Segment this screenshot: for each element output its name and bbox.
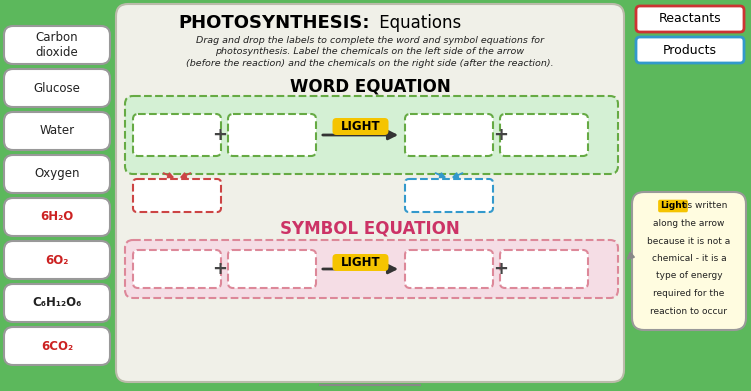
FancyBboxPatch shape	[4, 112, 110, 150]
Text: 6CO₂: 6CO₂	[41, 339, 73, 353]
Text: is written: is written	[683, 201, 728, 210]
Text: Water: Water	[40, 124, 74, 138]
FancyBboxPatch shape	[333, 118, 388, 135]
FancyBboxPatch shape	[405, 250, 493, 288]
Text: Reactants: Reactants	[659, 13, 721, 25]
Text: Products: Products	[663, 43, 717, 57]
Text: type of energy: type of energy	[656, 271, 722, 280]
FancyBboxPatch shape	[4, 155, 110, 193]
FancyBboxPatch shape	[133, 114, 221, 156]
Text: because it is not a: because it is not a	[647, 237, 731, 246]
FancyBboxPatch shape	[133, 250, 221, 288]
FancyBboxPatch shape	[632, 192, 746, 330]
FancyBboxPatch shape	[4, 241, 110, 279]
Text: LIGHT: LIGHT	[341, 120, 380, 133]
Text: +: +	[213, 126, 228, 144]
FancyBboxPatch shape	[125, 96, 618, 174]
FancyBboxPatch shape	[4, 69, 110, 107]
Text: Equations: Equations	[374, 14, 461, 32]
FancyBboxPatch shape	[228, 114, 316, 156]
FancyBboxPatch shape	[636, 37, 744, 63]
FancyBboxPatch shape	[405, 114, 493, 156]
Text: PHOTOSYNTHESIS:: PHOTOSYNTHESIS:	[179, 14, 370, 32]
Text: SYMBOL EQUATION: SYMBOL EQUATION	[280, 219, 460, 237]
FancyBboxPatch shape	[500, 250, 588, 288]
Text: +: +	[493, 126, 508, 144]
Text: Oxygen: Oxygen	[35, 167, 80, 181]
FancyBboxPatch shape	[228, 250, 316, 288]
Text: 6H₂O: 6H₂O	[41, 210, 74, 224]
Text: required for the: required for the	[653, 289, 725, 298]
FancyBboxPatch shape	[133, 179, 221, 212]
Text: Drag and drop the labels to complete the word and symbol equations for
photosynt: Drag and drop the labels to complete the…	[186, 36, 553, 68]
FancyBboxPatch shape	[500, 114, 588, 156]
FancyBboxPatch shape	[333, 254, 388, 271]
Text: reaction to occur: reaction to occur	[650, 307, 728, 316]
FancyBboxPatch shape	[4, 284, 110, 322]
FancyBboxPatch shape	[4, 26, 110, 64]
Text: Carbon
dioxide: Carbon dioxide	[35, 31, 78, 59]
FancyBboxPatch shape	[636, 6, 744, 32]
Text: +: +	[213, 260, 228, 278]
Text: C₆H₁₂O₆: C₆H₁₂O₆	[32, 296, 82, 310]
FancyBboxPatch shape	[125, 240, 618, 298]
Text: WORD EQUATION: WORD EQUATION	[290, 78, 451, 96]
Text: 6O₂: 6O₂	[45, 253, 68, 267]
Text: LIGHT: LIGHT	[341, 256, 380, 269]
Text: along the arrow: along the arrow	[653, 219, 725, 228]
FancyBboxPatch shape	[4, 198, 110, 236]
FancyBboxPatch shape	[405, 179, 493, 212]
Text: Glucose: Glucose	[34, 81, 80, 95]
Text: Light: Light	[660, 201, 686, 210]
Text: chemical - it is a: chemical - it is a	[652, 254, 726, 263]
FancyBboxPatch shape	[116, 4, 624, 382]
Text: +: +	[493, 260, 508, 278]
FancyBboxPatch shape	[4, 327, 110, 365]
